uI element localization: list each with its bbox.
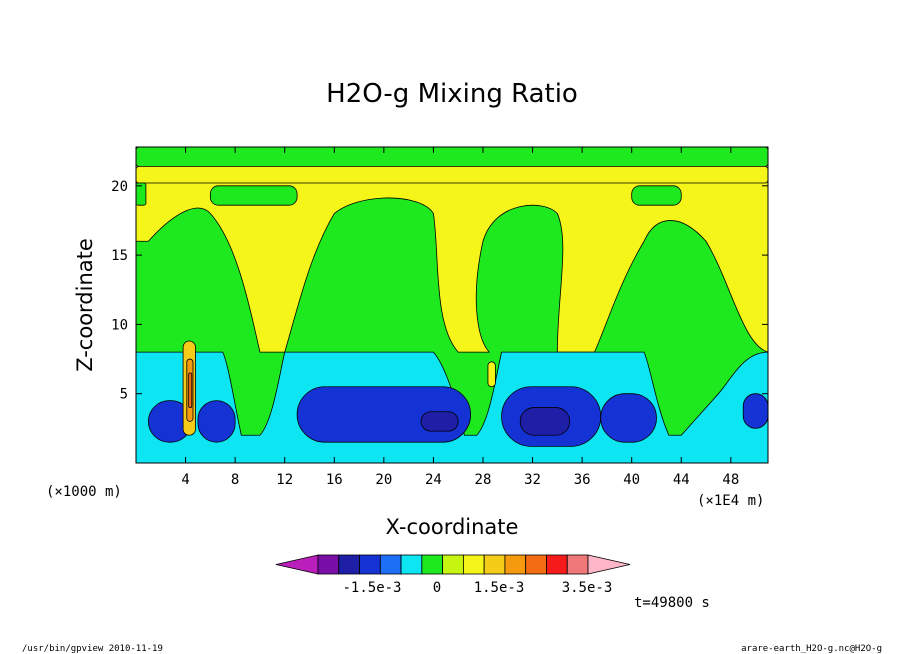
time-label: t=49800 s [634, 595, 710, 611]
colorbar: -1.5e-3 0 1.5e-3 3.5e-3 [275, 554, 631, 596]
x-axis-title: X-coordinate [386, 515, 519, 539]
upper-green-edge-left [135, 182, 147, 206]
colorbar-swatch [483, 554, 506, 575]
x-tick-label: 20 [375, 472, 392, 488]
x-unit-right: (×1E4 m) [697, 493, 764, 509]
upper-green-blob-right [631, 185, 682, 206]
y-tick-label: 10 [111, 317, 128, 333]
plot-area [135, 146, 769, 464]
colorbar-swatch [317, 554, 340, 575]
x-tick-label: 44 [673, 472, 690, 488]
blue-core [742, 393, 769, 429]
colorbar-swatch [462, 554, 485, 575]
x-tick-label: 16 [326, 472, 343, 488]
upper-green-blob [209, 185, 298, 206]
blue-core [600, 393, 657, 443]
y-tick-label: 5 [120, 387, 128, 403]
colorbar-swatch [379, 554, 402, 575]
colorbar-swatch [359, 554, 381, 575]
x-axis: 4 8 12 16 20 24 28 32 36 40 44 48 [181, 147, 739, 488]
y-axis: 5 10 15 20 [111, 179, 768, 403]
y-tick-label: 20 [111, 179, 128, 195]
blue-core [197, 400, 236, 443]
plot-frame [135, 146, 769, 464]
colorbar-swatch [525, 554, 547, 575]
x-tick-label: 40 [623, 472, 640, 488]
colorbar-tick-label: 0 [433, 580, 441, 596]
footer-right: arare-earth_H2O-g.nc@H2O-g [741, 644, 882, 654]
colorbar-swatch [338, 554, 360, 575]
x-tick-label: 48 [722, 472, 739, 488]
y-tick-label: 15 [111, 248, 128, 264]
top-green-strip [135, 146, 769, 167]
colorbar-tick-label: 3.5e-3 [562, 580, 613, 596]
footer-left: /usr/bin/gpview 2010-11-19 [22, 644, 163, 654]
top-yellow-strip [135, 166, 769, 184]
x-tick-label: 36 [574, 472, 591, 488]
chart-title: H2O-g Mixing Ratio [326, 79, 578, 109]
colorbar-arrow-low [275, 554, 319, 575]
colorbar-tick-label: 1.5e-3 [474, 580, 525, 596]
x-tick-label: 12 [276, 472, 293, 488]
colorbar-tick-label: -1.5e-3 [342, 580, 401, 596]
y-axis-title: Z-coordinate [73, 238, 97, 372]
x-tick-label: 32 [524, 472, 541, 488]
colorbar-swatch [442, 554, 464, 575]
x-tick-label: 28 [475, 472, 492, 488]
dark-blue-core [519, 407, 571, 436]
colorbar-swatch [400, 554, 423, 575]
dark-blue-core [420, 411, 459, 432]
red-plume-core [188, 372, 193, 408]
colorbar-swatch [566, 554, 589, 575]
colorbar-arrow-high [587, 554, 631, 575]
colorbar-swatch [546, 554, 568, 575]
colorbar-swatch [421, 554, 444, 575]
x-tick-label: 8 [231, 472, 239, 488]
x-tick-label: 24 [425, 472, 442, 488]
x-unit-left: (×1000 m) [46, 484, 122, 500]
small-yellow-tongue [487, 361, 496, 388]
colorbar-swatch [504, 554, 527, 575]
x-tick-label: 4 [181, 472, 189, 488]
